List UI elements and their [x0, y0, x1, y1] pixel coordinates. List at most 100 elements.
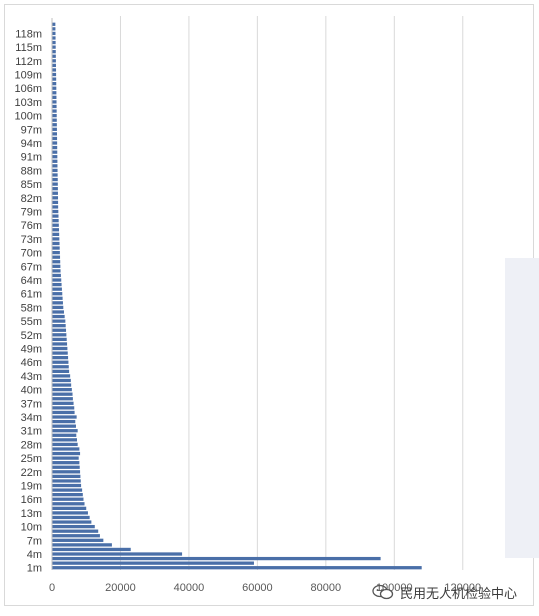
- y-tick-label: 25m: [21, 453, 42, 465]
- bar: [52, 346, 68, 351]
- bar: [52, 524, 95, 529]
- bar: [52, 401, 74, 405]
- bar: [52, 324, 66, 328]
- bar: [52, 173, 58, 177]
- bar: [52, 547, 131, 552]
- y-tick-label: 85m: [21, 179, 42, 191]
- bar: [52, 506, 87, 510]
- y-tick-label: 64m: [21, 275, 42, 287]
- y-tick-label: 67m: [21, 261, 42, 273]
- bar: [52, 356, 69, 360]
- bar: [52, 493, 83, 497]
- bar: [52, 410, 75, 415]
- bar: [52, 387, 72, 392]
- value-tick-labels: 0 20000 40000 60000 80000 100000 120000: [49, 582, 481, 594]
- y-tick-label: 79m: [21, 207, 42, 219]
- bar: [52, 191, 58, 195]
- bar: [52, 59, 56, 63]
- bar: [52, 223, 59, 227]
- y-tick-label: 118m: [15, 28, 42, 40]
- bar: [52, 365, 69, 369]
- bars: [52, 22, 422, 570]
- bar: [52, 433, 77, 437]
- bar: [52, 40, 56, 45]
- bar: [52, 109, 57, 113]
- bar: [52, 383, 72, 387]
- bar: [52, 264, 61, 268]
- bar: [52, 342, 68, 346]
- bar: [52, 232, 60, 236]
- bar: [52, 246, 60, 250]
- bar: [52, 155, 58, 159]
- bar: [52, 287, 62, 291]
- bar: [52, 520, 92, 524]
- bar: [52, 250, 60, 255]
- bar: [52, 136, 58, 141]
- x-tick-label: 0: [49, 582, 55, 594]
- bar: [52, 415, 77, 419]
- bar: [52, 465, 80, 469]
- bar: [52, 22, 56, 26]
- y-tick-label: 19m: [21, 481, 42, 493]
- bar: [52, 104, 57, 109]
- bar: [52, 442, 78, 447]
- x-tick-label: 40000: [174, 582, 205, 594]
- y-tick-label: 4m: [27, 549, 42, 561]
- y-tick-label: 13m: [21, 508, 42, 520]
- bar: [52, 36, 56, 40]
- y-tick-label: 94m: [21, 138, 42, 150]
- y-tick-label: 109m: [14, 70, 42, 82]
- y-tick-label: 91m: [21, 152, 42, 164]
- y-tick-label: 76m: [21, 220, 42, 232]
- bar: [52, 100, 57, 104]
- bar: [52, 333, 67, 337]
- bar: [52, 159, 58, 163]
- bar: [52, 269, 61, 273]
- bar: [52, 424, 76, 428]
- y-tick-label: 55m: [21, 316, 42, 328]
- watermark-text: 民用无人机检验中心: [400, 586, 518, 602]
- bar: [52, 301, 63, 305]
- bar: [52, 543, 112, 547]
- bar: [52, 123, 57, 127]
- bar: [52, 50, 56, 54]
- bar: [52, 474, 81, 479]
- bar: [52, 278, 62, 282]
- bar: [52, 241, 60, 246]
- bar: [52, 113, 57, 118]
- x-tick-label: 120000: [444, 582, 481, 594]
- bar: [52, 237, 60, 241]
- bar: [52, 260, 61, 264]
- bar: [52, 556, 381, 561]
- bar: [52, 328, 67, 332]
- bar: [52, 228, 60, 232]
- x-tick-label: 80000: [311, 582, 342, 594]
- bar: [52, 351, 68, 355]
- bar: [52, 534, 100, 538]
- y-tick-label: 70m: [21, 248, 42, 260]
- y-tick-label: 97m: [21, 124, 42, 136]
- image-artifact-panel: [505, 258, 539, 558]
- x-tick-label: 20000: [105, 582, 136, 594]
- bar: [52, 337, 67, 342]
- bar: [52, 77, 57, 81]
- y-tick-label: 112m: [15, 56, 42, 68]
- bar: [52, 529, 99, 533]
- bar: [52, 177, 58, 182]
- bar: [52, 127, 57, 131]
- y-tick-label: 10m: [21, 522, 42, 534]
- y-tick-label: 40m: [21, 385, 42, 397]
- y-tick-label: 100m: [14, 111, 42, 123]
- bar: [52, 214, 59, 218]
- bar: [52, 145, 58, 150]
- bar: [52, 552, 183, 556]
- y-tick-label: 58m: [21, 302, 42, 314]
- y-tick-label: 61m: [21, 289, 42, 301]
- y-tick-label: 88m: [21, 165, 42, 177]
- bar: [52, 461, 80, 465]
- bar: [52, 378, 71, 383]
- bar: [52, 273, 61, 278]
- bar: [52, 187, 58, 191]
